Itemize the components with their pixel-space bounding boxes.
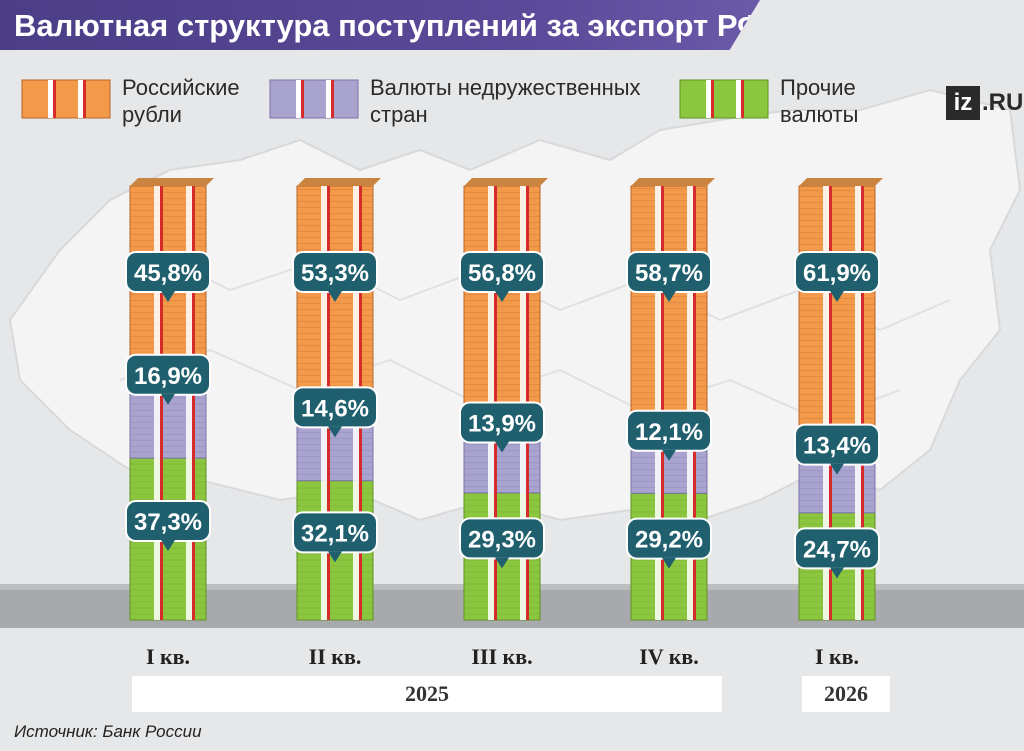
data-label: 13,9% xyxy=(468,411,536,438)
year-label-2025: 2025 xyxy=(132,676,722,712)
value-bubble-pointer xyxy=(830,291,844,302)
data-label: 37,3% xyxy=(134,509,202,536)
data-label: 61,9% xyxy=(803,260,871,287)
bill-band-white xyxy=(655,186,663,620)
logo-suffix: .RU xyxy=(982,89,1024,116)
bill-band-red xyxy=(160,186,163,620)
value-bubble-pointer xyxy=(161,291,175,302)
data-label: 32,1% xyxy=(301,520,369,547)
bill-band-white xyxy=(855,186,863,620)
year-label-2026: 2026 xyxy=(802,676,890,712)
bill-band-red xyxy=(861,186,864,620)
data-label: 12,1% xyxy=(635,419,703,446)
category-label: I кв. xyxy=(814,644,860,669)
category-label: III кв. xyxy=(471,644,533,669)
value-bubble-pointer xyxy=(830,567,844,579)
bar-top-face xyxy=(297,178,381,186)
data-label: 56,8% xyxy=(468,260,536,287)
value-bubble-pointer xyxy=(495,291,509,302)
bill-band-red xyxy=(192,186,195,620)
data-label: 58,7% xyxy=(635,260,703,287)
value-bubble-pointer xyxy=(328,291,342,302)
title-banner: Валютная структура поступлений за экспор… xyxy=(0,0,760,50)
data-label: 29,2% xyxy=(635,527,703,554)
source-note: Источник: Банк России xyxy=(14,722,202,741)
data-label: 16,9% xyxy=(134,363,202,390)
data-label: 45,8% xyxy=(134,260,202,287)
data-label: 24,7% xyxy=(803,536,871,563)
legend-label: Валюты недружественных стран xyxy=(370,75,641,127)
value-bubble-pointer xyxy=(662,449,676,461)
legend-label: Российские рубли xyxy=(122,75,240,127)
value-bubble-pointer xyxy=(830,463,844,475)
value-bubble-pointer xyxy=(161,540,175,552)
bill-band-white xyxy=(154,186,162,620)
iz-logo: iz .RU xyxy=(946,86,1024,120)
value-bubble-pointer xyxy=(161,393,175,405)
bill-band-red xyxy=(829,186,832,620)
category-label: IV кв. xyxy=(639,644,699,669)
category-label: II кв. xyxy=(308,644,362,669)
orange-money-stack-icon xyxy=(21,79,111,119)
bar-top-face xyxy=(631,178,715,186)
value-bubble-pointer xyxy=(662,291,676,302)
value-bubble-pointer xyxy=(495,441,509,453)
bar-top-face xyxy=(130,178,214,186)
value-bubble-pointer xyxy=(328,426,342,438)
bill-band-red xyxy=(693,186,696,620)
bill-band-white xyxy=(687,186,695,620)
data-label: 29,3% xyxy=(468,526,536,553)
value-bubble-pointer xyxy=(662,557,676,569)
bar-top-face xyxy=(799,178,883,186)
bill-band-red xyxy=(661,186,664,620)
category-label: I кв. xyxy=(145,644,191,669)
green-money-stack-icon xyxy=(679,79,769,119)
bill-band-white xyxy=(823,186,831,620)
page-title: Валютная структура поступлений за экспор… xyxy=(14,8,764,43)
bar-top-face xyxy=(464,178,548,186)
purple-money-stack-icon xyxy=(269,79,359,119)
bill-band-white xyxy=(186,186,194,620)
data-label: 53,3% xyxy=(301,260,369,287)
logo-mark: iz xyxy=(946,86,980,120)
data-label: 13,4% xyxy=(803,433,871,460)
value-bubble-pointer xyxy=(328,551,342,563)
value-bubble-pointer xyxy=(495,557,509,569)
data-label: 14,6% xyxy=(301,395,369,422)
legend-label: Прочие валюты xyxy=(780,75,859,127)
